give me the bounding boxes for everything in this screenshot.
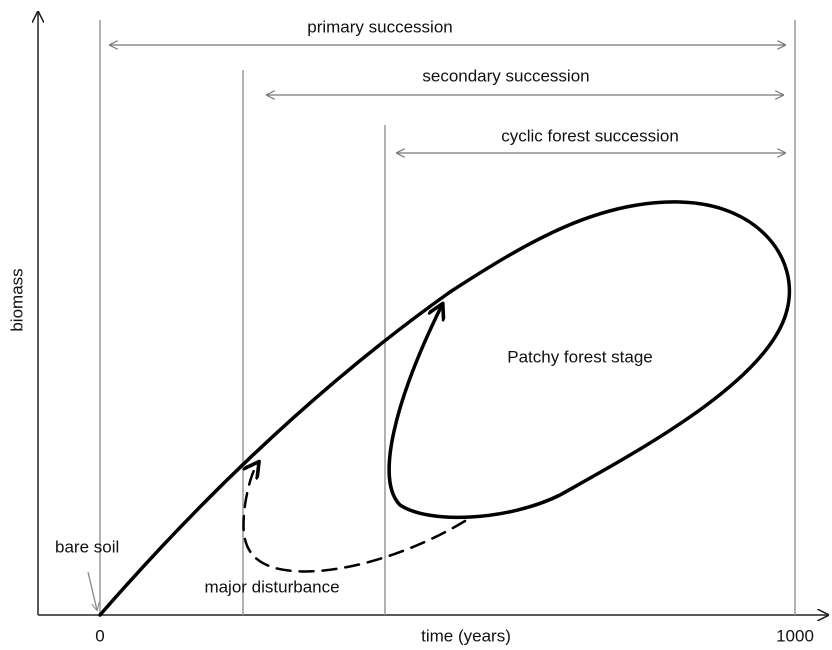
label: Patchy forest stage <box>507 347 653 366</box>
axis-label: biomass <box>7 268 26 331</box>
tick-label: 1000 <box>776 626 814 645</box>
growth-curve <box>98 290 452 617</box>
axis-label: time (years) <box>421 626 511 645</box>
label: secondary succession <box>422 66 589 85</box>
label: cyclic forest succession <box>501 126 679 145</box>
cycle-curve <box>387 200 792 520</box>
disturbance-curve <box>242 463 467 573</box>
label: bare soil <box>55 537 119 556</box>
label: primary succession <box>307 17 453 36</box>
tick-label: 0 <box>95 626 104 645</box>
pointer-arrow <box>87 571 97 610</box>
label: major disturbance <box>204 577 339 596</box>
